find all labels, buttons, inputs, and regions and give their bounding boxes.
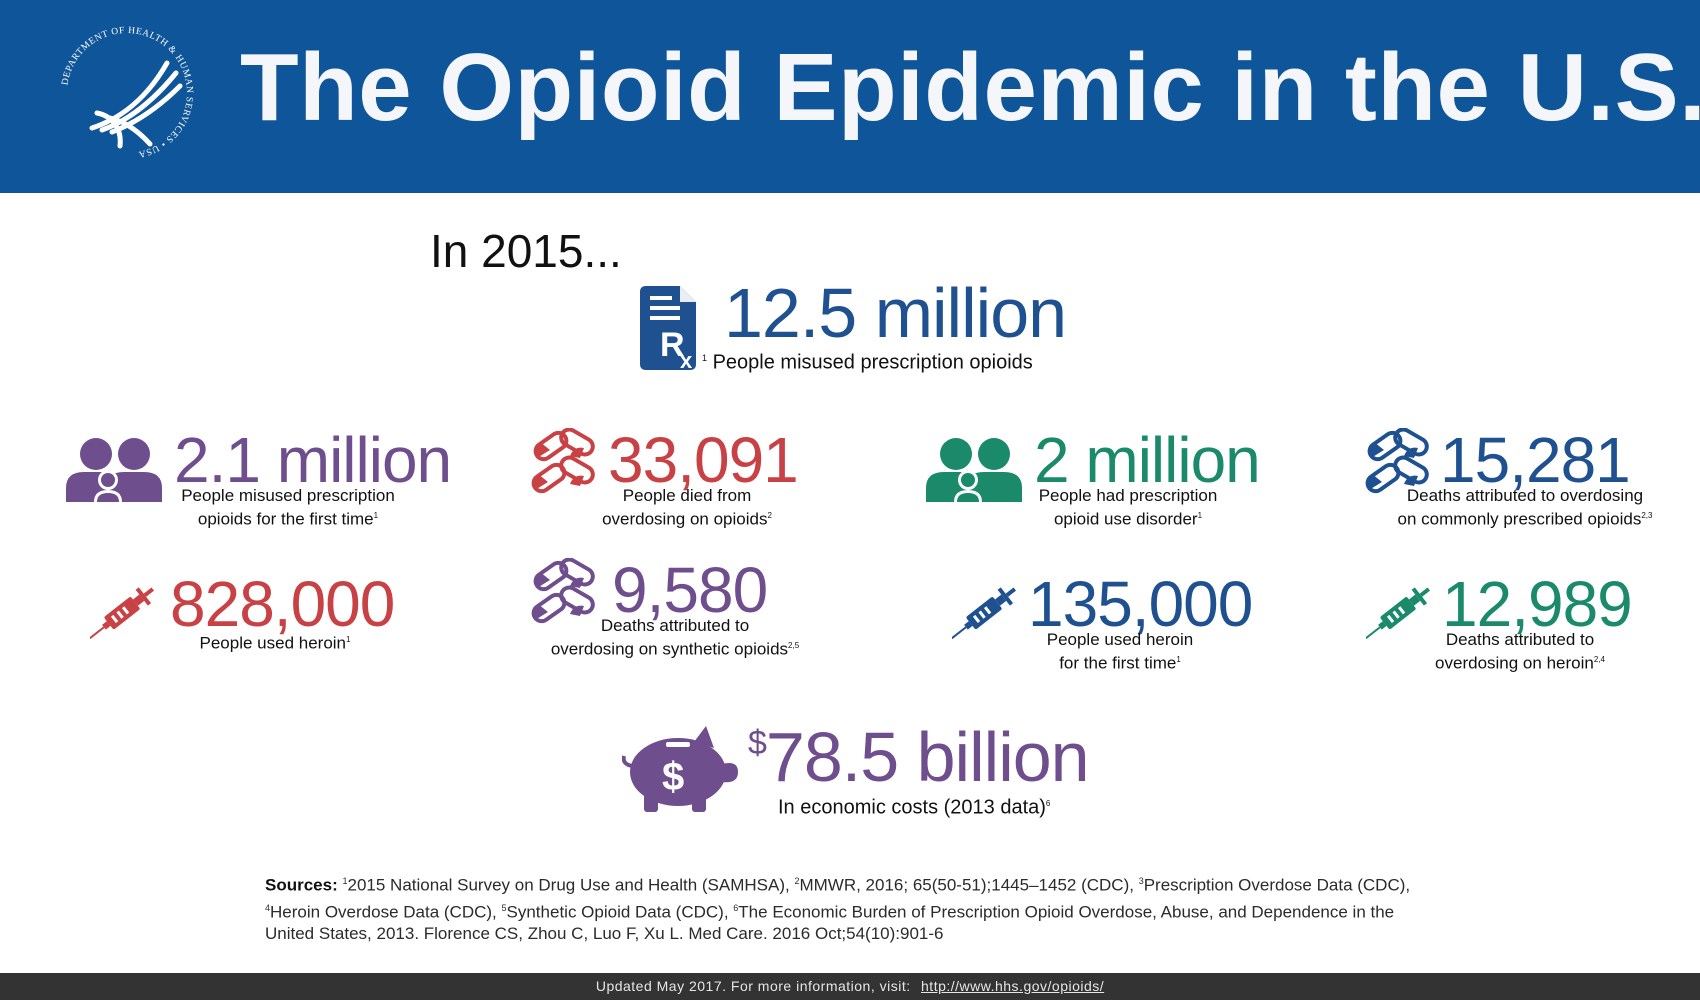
piggy-bank-icon: $	[622, 726, 738, 812]
stat-value: 9,580	[612, 554, 768, 626]
svg-text:$: $	[662, 755, 684, 799]
stat-caption: Deaths attributed to overdosing on synth…	[550, 616, 800, 659]
footer-text: Updated May 2017. For more information, …	[595, 978, 911, 994]
stat-value: 135,000	[1028, 568, 1253, 640]
svg-text:x: x	[680, 348, 693, 370]
people-icon	[66, 438, 162, 502]
svg-text:R: R	[660, 326, 685, 364]
people-icon	[926, 438, 1022, 502]
stat-caption: Deaths attributed to overdosing on commo…	[1397, 486, 1653, 529]
page-title: The Opioid Epidemic in the U.S.	[240, 34, 1700, 141]
stat-caption: Deaths attributed to overdosing on heroi…	[1435, 630, 1605, 673]
stat-caption: People died from overdosing on opioids2	[602, 486, 772, 529]
cost-stat-caption: In economic costs (2013 data)6	[778, 796, 1051, 819]
headline-stat-caption: 1 People misused prescription opioids	[702, 351, 1033, 374]
stat-caption: People misused prescription opioids for …	[181, 486, 395, 529]
header-banner: DEPARTMENT OF HEALTH & HUMAN SERVICES • …	[0, 0, 1700, 193]
intro-year: In 2015...	[430, 225, 622, 277]
cost-stat-value: $78.5 billion	[748, 718, 1090, 796]
syringe-icon	[90, 587, 155, 640]
stat-value: 2 million	[1034, 424, 1261, 496]
pills-icon	[1365, 428, 1429, 494]
stat-value: 33,091	[608, 424, 799, 496]
headline-stat-value: 12.5 million	[724, 274, 1067, 352]
stat-caption: People used heroin for the first time1	[1046, 630, 1194, 673]
stat-caption: People had prescription opioid use disor…	[1038, 486, 1218, 529]
pills-icon	[531, 558, 595, 624]
hhs-seal-logo: DEPARTMENT OF HEALTH & HUMAN SERVICES • …	[60, 26, 193, 159]
stat-caption: People used heroin1	[199, 633, 351, 653]
footer-bar: Updated May 2017. For more information, …	[0, 973, 1700, 1000]
pills-icon	[531, 428, 595, 494]
stat-value: 15,281	[1440, 424, 1631, 496]
syringe-icon	[952, 587, 1017, 640]
stat-value: 2.1 million	[174, 424, 452, 496]
stat-value: 12,989	[1442, 568, 1633, 640]
prescription-icon: R x	[640, 286, 696, 370]
hhs-opioids-link[interactable]: http://www.hhs.gov/opioids/	[921, 978, 1105, 994]
sources-text: Sources: 12015 National Survey on Drug U…	[265, 875, 1411, 944]
syringe-icon	[1366, 587, 1431, 640]
stat-value: 828,000	[170, 568, 395, 640]
